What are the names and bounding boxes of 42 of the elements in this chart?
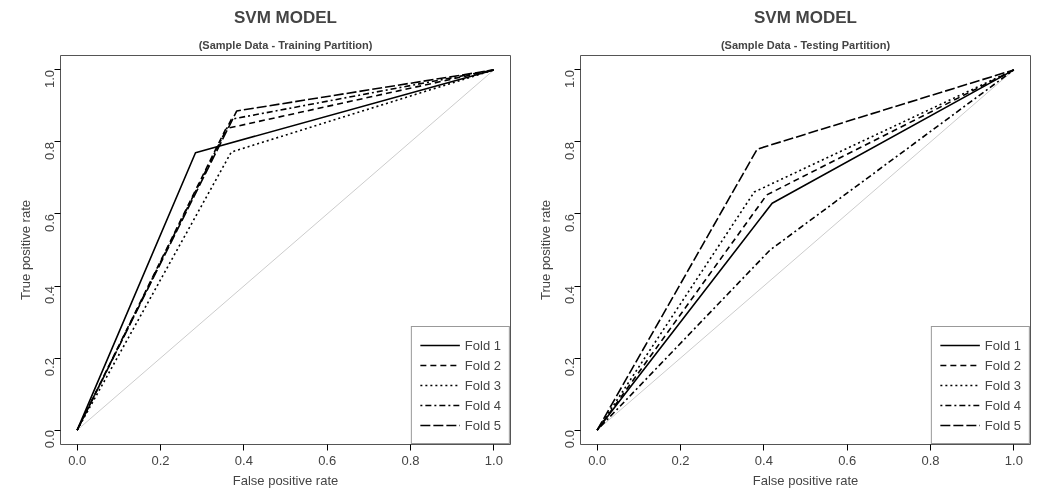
chart-subtitle: (Sample Data - Testing Partition) [720, 38, 891, 51]
x-tick-label: 0.4 [234, 452, 253, 468]
y-tick-label: 0.4 [562, 286, 577, 305]
x-tick-label: 0.8 [921, 452, 940, 468]
legend-label: Fold 2 [464, 357, 501, 373]
x-tick-label: 0.2 [151, 452, 170, 468]
legend-label: Fold 3 [464, 377, 501, 393]
y-tick-label: 0.2 [562, 358, 577, 377]
chart-title: SVM MODEL [754, 7, 857, 27]
legend-label: Fold 5 [464, 417, 501, 433]
legend-label: Fold 2 [984, 357, 1021, 373]
x-axis-title: False positive rate [232, 472, 339, 488]
legend-label: Fold 4 [984, 397, 1021, 413]
x-tick-label: 0.2 [671, 452, 690, 468]
legend-label: Fold 1 [984, 337, 1021, 353]
y-axis-title: True positive rate [537, 200, 553, 300]
x-tick-label: 0.6 [318, 452, 337, 468]
chart-subtitle: (Sample Data - Training Partition) [198, 38, 373, 51]
legend-label: Fold 3 [984, 377, 1021, 393]
y-tick-label: 0.8 [42, 141, 57, 161]
legend-label: Fold 4 [464, 397, 501, 413]
x-axis-title: False positive rate [752, 472, 859, 488]
y-tick-label: 0.6 [42, 213, 57, 233]
y-tick-label: 1.0 [562, 69, 577, 88]
y-tick-label: 0.0 [562, 430, 577, 449]
x-tick-label: 1.0 [484, 452, 503, 468]
x-tick-label: 0.6 [838, 452, 857, 468]
x-tick-label: 0.0 [68, 452, 87, 468]
y-tick-label: 1.0 [42, 69, 57, 88]
x-tick-label: 0.8 [401, 452, 420, 468]
legend-label: Fold 1 [464, 337, 501, 353]
x-tick-label: 0.4 [754, 452, 773, 468]
y-tick-label: 0.0 [42, 430, 57, 449]
chart-title: SVM MODEL [234, 7, 337, 27]
y-tick-label: 0.6 [562, 213, 577, 233]
x-tick-label: 1.0 [1004, 452, 1023, 468]
y-tick-label: 0.2 [42, 358, 57, 377]
y-tick-label: 0.8 [562, 141, 577, 161]
y-axis-title: True positive rate [17, 200, 33, 300]
x-tick-label: 0.0 [588, 452, 607, 468]
y-tick-label: 0.4 [42, 286, 57, 305]
legend-label: Fold 5 [984, 417, 1021, 433]
